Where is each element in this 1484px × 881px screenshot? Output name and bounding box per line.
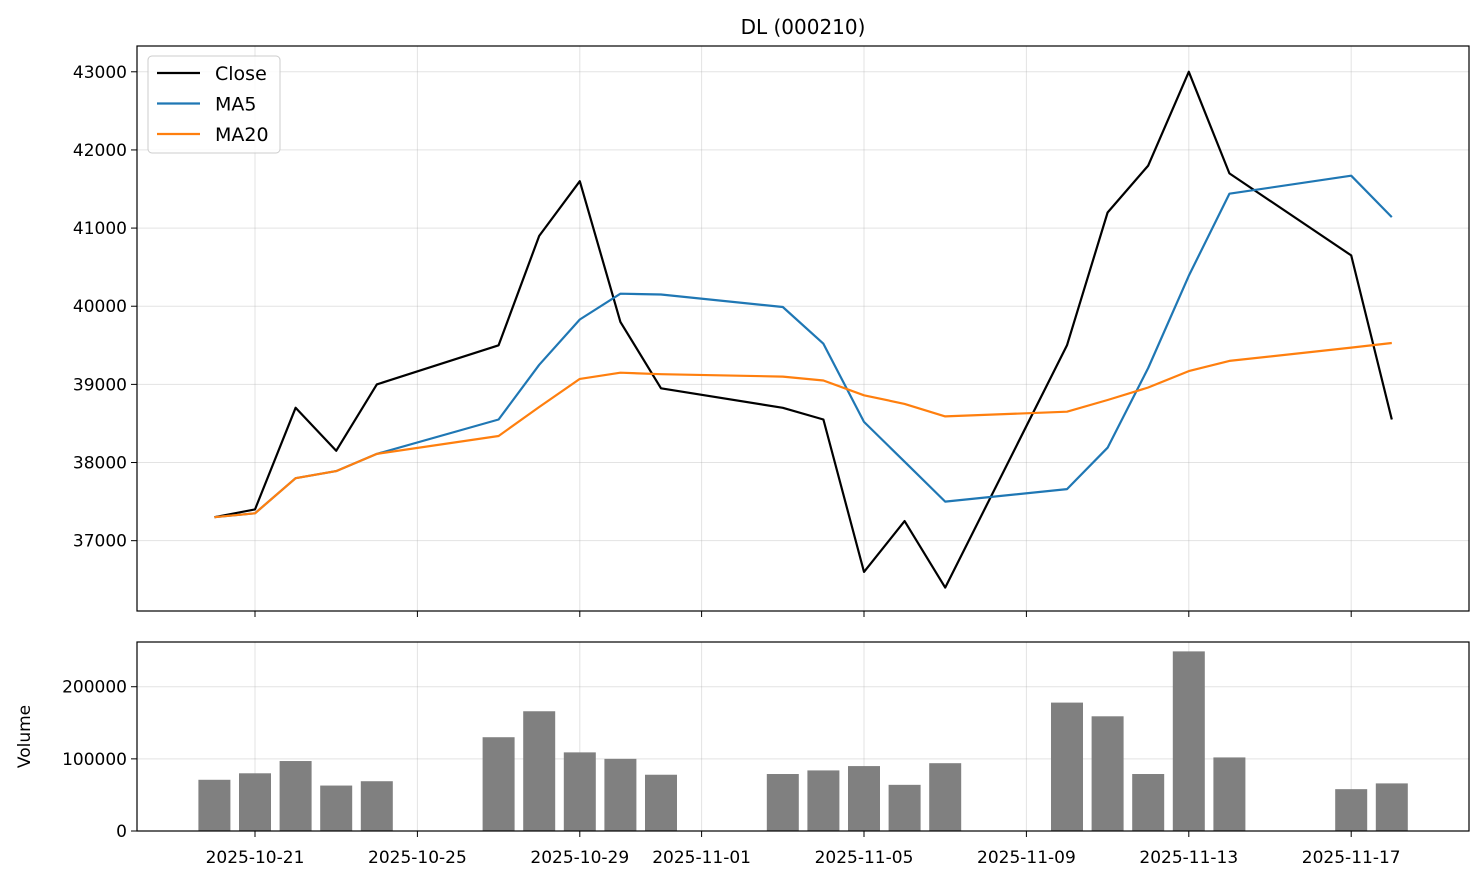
series-line-close [214, 70, 1393, 589]
volume-y-tick-label: 0 [116, 822, 127, 842]
legend-label-ma20: MA20 [215, 124, 269, 146]
price-y-tick-label: 39000 [73, 375, 127, 395]
volume-bar [1172, 651, 1205, 831]
x-tick-label: 2025-11-01 [652, 848, 751, 868]
legend-box [147, 55, 281, 154]
series-line-ma20 [214, 341, 1392, 519]
volume-bar [807, 770, 840, 831]
volume-axes-frame [136, 641, 1470, 832]
x-tick-label: 2025-11-09 [977, 848, 1076, 868]
volume-bar [320, 785, 353, 831]
volume-bar [1132, 774, 1165, 831]
price-y-tick-label: 41000 [73, 219, 127, 239]
x-tick-label: 2025-11-05 [815, 848, 914, 868]
price-y-tick-label: 38000 [73, 454, 127, 474]
volume-bar [360, 781, 393, 831]
x-tick-label: 2025-10-29 [530, 848, 629, 868]
price-y-tick-label: 42000 [73, 141, 127, 161]
volume-bar [1213, 757, 1246, 831]
price-axes-frame [136, 45, 1470, 612]
volume-bar [279, 761, 312, 831]
price-y-tick-label: 43000 [73, 63, 127, 83]
volume-bar [1051, 702, 1083, 831]
volume-bar [563, 752, 596, 831]
volume-bar [1375, 783, 1408, 831]
chart-title: DL (000210) [741, 15, 866, 39]
volume-ylabel: Volume [15, 705, 35, 768]
volume-bar [645, 774, 677, 831]
volume-bar [482, 737, 515, 831]
price-y-tick-label: 37000 [73, 532, 127, 552]
volume-bar [929, 763, 962, 831]
volume-bar [239, 773, 271, 831]
volume-bar [888, 784, 921, 831]
volume-bar [766, 774, 799, 831]
volume-bar [848, 766, 880, 831]
volume-y-tick-label: 100000 [62, 750, 127, 770]
volume-bar [198, 779, 231, 831]
x-tick-label: 2025-11-13 [1139, 848, 1238, 868]
legend-label-close: Close [215, 63, 267, 85]
volume-bar [604, 758, 637, 831]
x-tick-label: 2025-10-25 [368, 848, 467, 868]
price-y-tick-label: 40000 [73, 297, 127, 317]
legend-label-ma5: MA5 [215, 94, 256, 116]
x-tick-label: 2025-11-17 [1302, 848, 1401, 868]
volume-bar [1091, 716, 1124, 831]
series-line-ma5 [214, 174, 1393, 519]
volume-bar [523, 711, 556, 831]
volume-y-tick-label: 200000 [62, 678, 127, 698]
volume-bar [1335, 789, 1368, 831]
x-tick-label: 2025-10-21 [206, 848, 305, 868]
